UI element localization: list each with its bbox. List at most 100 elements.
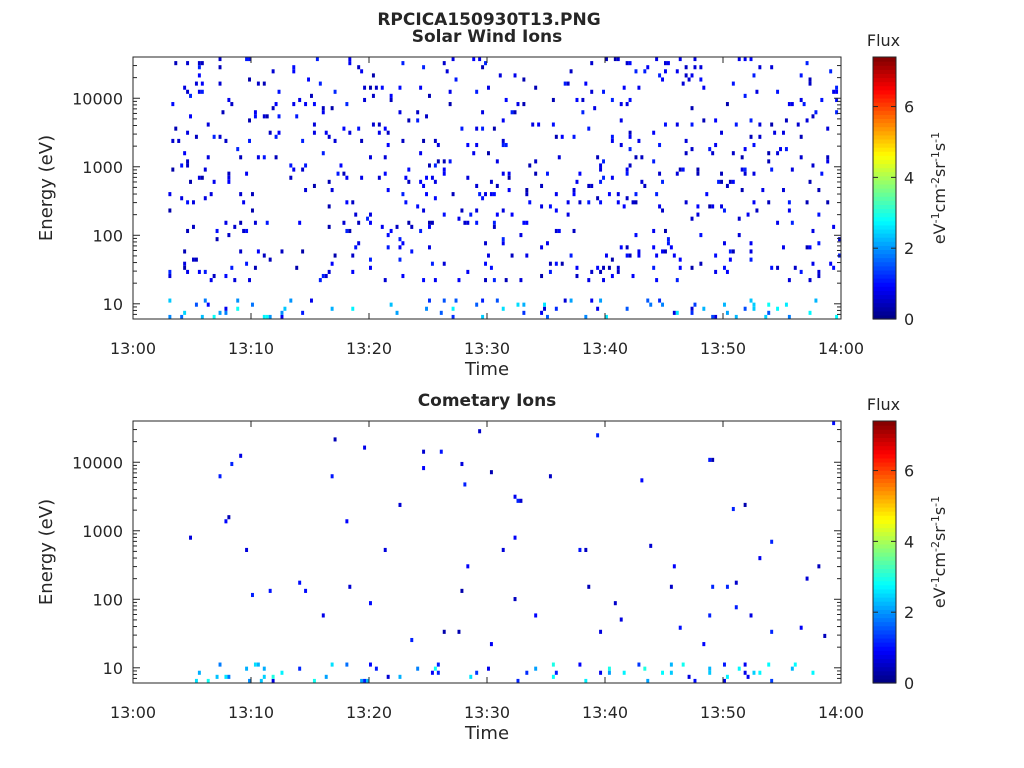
heatmap-cell [304,588,308,593]
heatmap-cell [336,171,340,176]
heatmap-cell [475,670,479,675]
heatmap-cell [835,314,839,319]
heatmap-cell [442,171,446,176]
heatmap-cell [554,306,558,311]
colorbar-tick-label: 2 [904,603,914,622]
heatmap-cell [740,167,744,172]
heatmap-cell [377,130,381,135]
heatmap-cell [484,261,487,266]
heatmap-cell [292,65,296,70]
heatmap-cell [546,314,549,319]
heatmap-cell [377,122,381,127]
heatmap-cell [661,77,664,82]
heatmap-cell [478,429,482,434]
x-tick-label: 13:00 [110,339,156,358]
heatmap-cell [295,265,299,270]
heatmap-cell [321,106,325,111]
heatmap-cell [669,245,673,250]
heatmap-cell [428,163,431,168]
heatmap-cell [501,547,505,552]
colorbar-segment [873,494,896,500]
heatmap-cell [602,278,605,283]
heatmap-cell [227,175,231,180]
heatmap-cell [540,204,544,209]
heatmap-cell [616,265,620,270]
colorbar-segment [873,97,896,103]
heatmap-cell [475,302,479,307]
colorbar-segment [873,298,896,304]
heatmap-cell [245,57,249,62]
heatmap-cell [666,241,670,246]
heatmap-cell [628,97,632,103]
heatmap-cell [690,147,694,152]
heatmap-cell [714,118,718,123]
panel-2-heatmap [189,421,836,683]
heatmap-cell [442,629,446,634]
heatmap-cell [590,61,594,66]
heatmap-cell [672,564,676,569]
heatmap-cell [723,265,726,270]
heatmap-cell [664,69,667,74]
heatmap-cell [534,613,538,618]
heatmap-cell [658,204,662,209]
heatmap-cell [330,106,334,111]
heatmap-cell [251,592,254,598]
heatmap-cell [189,179,192,184]
colorbar-segment [873,81,896,87]
heatmap-cell [445,69,449,74]
heatmap-cell [348,57,352,62]
heatmap-cell [696,204,700,209]
heatmap-cell [218,662,222,667]
heatmap-cell [625,171,629,176]
heatmap-cell [433,196,437,201]
colorbar-segment [873,564,896,569]
heatmap-cell [616,269,620,274]
colorbar-segment [873,175,896,181]
colorbar-segment [873,106,896,111]
heatmap-cell [386,188,390,193]
heatmap-cell [743,167,747,172]
heatmap-cell [817,273,821,279]
heatmap-cell [342,171,346,176]
heatmap-cell [563,298,567,303]
heatmap-cell [239,155,243,160]
heatmap-cell [643,69,647,74]
heatmap-cell [194,81,198,86]
heatmap-cell [578,662,582,667]
heatmap-cell [513,597,517,602]
heatmap-cell [767,159,771,164]
heatmap-cell [239,220,243,225]
heatmap-cell [720,130,723,135]
heatmap-cell [324,273,328,279]
colorbar-segment [873,85,896,91]
heatmap-cell [770,122,774,127]
heatmap-cell [616,200,620,205]
heatmap-cell [262,253,266,258]
heatmap-cell [708,204,712,209]
heatmap-cell [248,138,251,143]
heatmap-cell [507,171,511,176]
heatmap-cell [655,253,659,258]
heatmap-cell [218,134,222,139]
heatmap-cell [690,216,694,221]
heatmap-cell [298,220,302,225]
heatmap-cell [666,237,670,242]
heatmap-cell [383,278,387,283]
colorbar-segment [873,257,896,263]
heatmap-cell [678,167,682,172]
heatmap-cell [746,212,750,217]
colorbar-segment [873,212,896,218]
heatmap-cell [510,110,514,115]
heatmap-cell [369,265,372,270]
colorbar-segment [873,597,896,602]
heatmap-cell [251,192,254,197]
heatmap-cell [838,237,841,242]
heatmap-cell [823,633,827,638]
heatmap-cell [740,155,744,160]
heatmap-cell [628,130,632,135]
colorbar-segment [873,441,896,447]
heatmap-cell [401,192,405,197]
heatmap-cell [551,662,555,667]
heatmap-cell [728,257,732,262]
